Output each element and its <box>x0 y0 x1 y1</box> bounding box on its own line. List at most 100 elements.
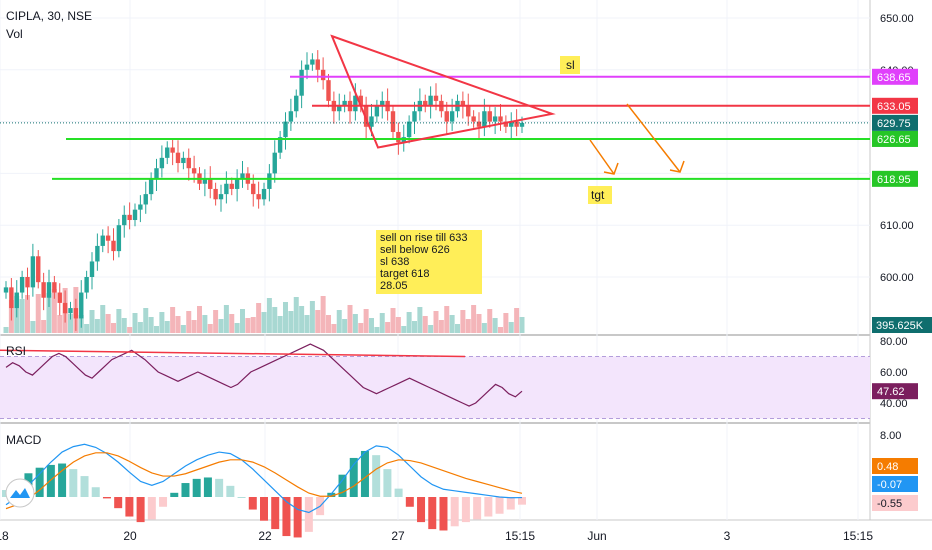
macd-histogram-bar <box>58 463 67 497</box>
volume-bar <box>320 296 326 333</box>
volume-bar <box>304 315 310 333</box>
volume-bar <box>100 305 106 333</box>
candle-body <box>105 235 111 241</box>
macd-label-box <box>872 495 918 511</box>
macd-histogram-bar <box>147 497 156 520</box>
candle-body <box>315 59 320 70</box>
candle-body <box>36 256 41 283</box>
rsi-indicator <box>0 343 870 419</box>
sl-label: sl <box>566 58 575 72</box>
volume-bar <box>363 309 369 333</box>
volume-bar <box>412 321 417 333</box>
volume-bar <box>25 295 30 333</box>
macd-histogram-bar <box>114 497 123 509</box>
volume-bar <box>84 324 90 333</box>
volume-bar <box>395 317 401 333</box>
candle-body <box>444 111 449 122</box>
candle-body <box>218 194 224 200</box>
candle-body <box>138 204 143 210</box>
candle-body <box>358 95 363 107</box>
candle-body <box>460 100 466 107</box>
volume-bar <box>471 305 477 333</box>
volume-bar <box>315 310 321 333</box>
macd-histogram-bar <box>80 476 89 497</box>
volume-bar <box>154 326 159 333</box>
candle-body <box>202 178 208 184</box>
candle-body <box>406 121 412 138</box>
volume-bar <box>19 299 25 333</box>
time-tick-label: 15:15 <box>505 529 535 543</box>
price-tick-label: 610.00 <box>880 220 914 232</box>
macd-indicator <box>2 443 526 538</box>
candle-body <box>186 157 191 169</box>
volume-bar <box>41 320 47 333</box>
macd-histogram-bar <box>506 497 515 510</box>
tradingview-logo-icon[interactable] <box>5 478 35 508</box>
volume-bar <box>476 314 482 333</box>
candle-body <box>143 194 148 205</box>
candle-body <box>390 111 396 132</box>
macd-histogram-bar <box>372 455 381 497</box>
macd-label-box <box>872 458 918 474</box>
drawings-layer[interactable] <box>0 34 870 180</box>
candle-body <box>428 95 433 107</box>
volume-bar <box>272 307 278 333</box>
trade-note-box[interactable] <box>376 230 482 294</box>
volume-bar <box>449 315 455 333</box>
volume-bar <box>492 318 498 333</box>
volume-bar <box>143 308 149 333</box>
volume-bar <box>105 314 111 333</box>
macd-histogram-bar <box>170 492 179 497</box>
candle-body <box>251 183 256 195</box>
volume-bar <box>35 294 41 333</box>
macd-histogram-bar <box>304 497 313 532</box>
rsi-value-label: 47.62 <box>877 386 905 398</box>
volume-bar <box>374 327 380 333</box>
volume-bar <box>438 320 444 333</box>
candle-body <box>122 214 127 226</box>
signal-line <box>5 452 523 510</box>
macd-histogram-bar <box>237 497 246 498</box>
volume-bar <box>180 325 186 333</box>
volume-bar <box>186 311 192 333</box>
rsi-tick-label: 40.00 <box>880 398 908 410</box>
volume-bar <box>164 321 170 333</box>
candle-body <box>111 240 116 252</box>
volume-bar <box>417 307 423 333</box>
candle-body <box>79 292 84 319</box>
macd-histogram-bar <box>203 477 212 497</box>
sl-label-box[interactable] <box>560 56 580 74</box>
volume-bar <box>207 324 213 333</box>
macd-histogram-bar <box>417 497 426 523</box>
candle-body <box>433 95 439 101</box>
price-label: 629.75 <box>877 118 911 130</box>
macd-histogram-bar <box>102 497 111 499</box>
volume-bar <box>57 315 63 333</box>
candle-body <box>476 121 482 127</box>
candle-body <box>52 282 57 293</box>
macd-histogram-bar <box>394 488 403 497</box>
candle-body <box>374 106 380 117</box>
volume-bar <box>390 308 396 333</box>
volume-bar <box>191 320 197 333</box>
candle-body <box>492 116 498 122</box>
tgt-label-box[interactable] <box>588 186 612 204</box>
time-tick-label: 18 <box>0 529 9 543</box>
candle-body <box>412 111 417 122</box>
candle-body <box>68 308 73 314</box>
candle-body <box>170 147 175 153</box>
volume-bar <box>250 317 256 333</box>
volume-bar <box>358 323 364 333</box>
price-label: 633.05 <box>877 101 911 113</box>
macd-histogram-bar <box>518 497 526 505</box>
candle-body <box>154 168 159 179</box>
candle-body <box>9 287 14 309</box>
volume-bar <box>213 310 219 333</box>
candle-body <box>208 178 213 189</box>
volume-bar <box>202 315 208 333</box>
time-tick-label: 22 <box>258 529 272 543</box>
volume-bar <box>401 326 407 333</box>
symbol-title[interactable]: CIPLA, 30, NSE <box>6 9 92 23</box>
macd-histogram-bar <box>226 485 235 497</box>
